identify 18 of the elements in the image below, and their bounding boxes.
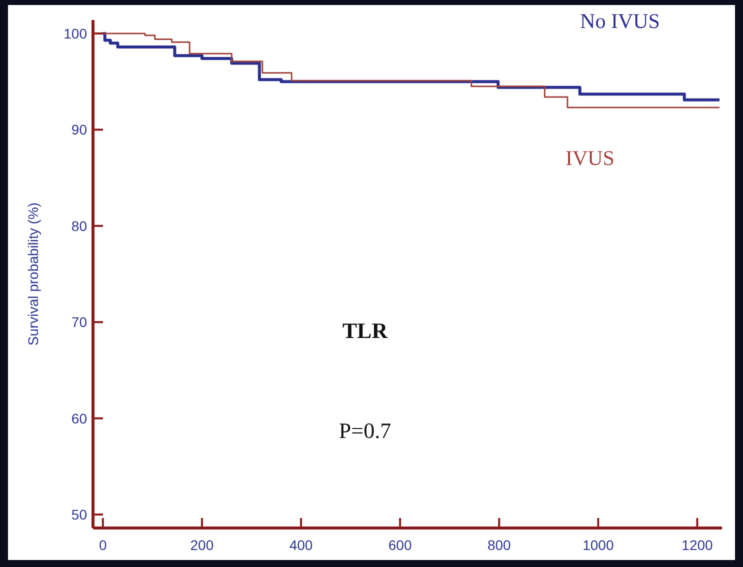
x-tick-label: 200 (190, 537, 214, 553)
y-tick-label: 80 (71, 218, 88, 234)
y-axis-title: Survival probability (%) (25, 202, 41, 346)
x-tick-label: 800 (487, 537, 512, 553)
y-tick-label: 50 (71, 506, 88, 523)
x-tick-label: 1200 (682, 537, 714, 553)
y-tick-label: 60 (71, 410, 88, 426)
x-tick-label: 0 (99, 537, 108, 553)
x-tick-label: 1000 (582, 537, 614, 553)
text: No IVUS (580, 9, 660, 33)
y-tick-label: 100 (64, 25, 88, 42)
series-label: IVUS (565, 146, 615, 170)
annotation: P=0.7 (338, 418, 392, 443)
x-tick-label: 600 (388, 537, 412, 553)
x-tick-label: 400 (289, 537, 313, 553)
annotation: TLR (342, 318, 389, 343)
y-tick-label: 90 (71, 122, 88, 138)
y-tick-label: 70 (71, 314, 88, 330)
